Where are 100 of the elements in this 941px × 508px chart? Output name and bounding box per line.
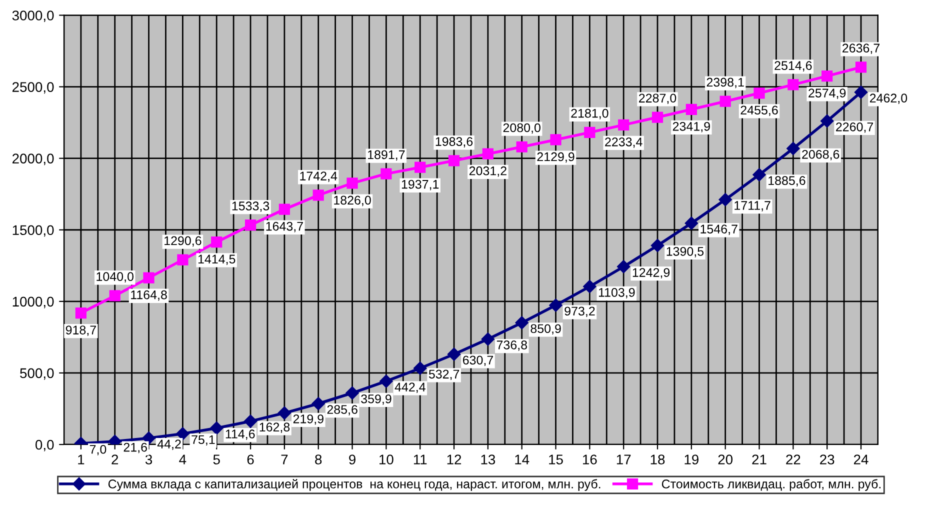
data-label: 850,9 [530,324,561,335]
data-label: 2455,6 [740,106,778,116]
point [855,62,867,73]
point [244,220,256,231]
point [176,427,190,440]
x-tick-label: 8 [315,454,322,464]
point [617,260,630,274]
point [549,298,562,312]
x-tick-label: 20 [718,454,733,464]
x-tick-label: 11 [414,454,427,464]
x-tick-label: 2 [112,454,118,464]
x-tick-label: 1 [78,454,84,464]
data-label: 1983,6 [436,137,473,148]
data-label: 1711,7 [734,201,770,212]
point [278,204,290,215]
x-tick-label: 3 [145,454,152,464]
data-label: 1040,0 [96,272,134,282]
data-label: 1643,7 [266,222,303,232]
data-label: 1103,9 [598,288,635,298]
x-tick-label: 4 [179,454,186,464]
point [822,70,833,82]
data-label: 2341,9 [672,122,710,132]
data-label: 2514,6 [774,61,812,72]
point [414,362,427,375]
point [380,168,392,180]
point [584,126,596,138]
data-label: 219,9 [293,414,324,425]
point [516,141,528,152]
point [650,238,664,252]
data-label: 359,9 [361,394,392,405]
data-label: 2398,1 [706,78,744,88]
y-tick-label: 0,0 [36,440,54,452]
point [481,332,495,346]
data-label: 1533,3 [232,202,270,212]
x-tick-label: 13 [481,454,496,464]
point [583,280,596,294]
point [210,422,224,435]
point [686,104,697,115]
x-tick-label: 9 [349,454,356,464]
point [177,254,188,266]
x-tick-label: 24 [854,454,868,464]
data-label: 1891,7 [368,150,405,161]
data-label: 2574,9 [808,88,846,99]
data-label: 630,7 [462,356,493,366]
point [211,236,222,248]
point [109,290,120,302]
x-tick-label: 5 [213,454,220,464]
x-tick-label: 7 [281,454,288,464]
data-label: 1546,7 [700,224,738,235]
point [75,307,86,319]
point [788,79,799,90]
x-tick-label: 23 [820,454,834,464]
data-label: 736,8 [496,340,527,351]
point [142,432,156,444]
point [346,386,359,400]
point [380,374,393,388]
point [720,96,731,107]
data-label: 918,7 [66,326,96,336]
data-label: 442,4 [394,382,426,393]
data-label: 162,8 [260,422,290,433]
data-label: 1826,0 [334,196,371,206]
point [448,155,460,166]
y-tick-label: 2000,0 [12,154,54,166]
point [278,406,292,420]
data-label: 973,2 [564,306,595,318]
data-label: 285,6 [327,405,358,416]
point [618,119,630,130]
data-label: 2068,6 [802,150,840,160]
data-label: 2080,0 [503,123,540,134]
data-label: 1414,5 [198,254,236,265]
data-label: 2287,0 [639,94,676,104]
data-label: 1242,9 [632,268,670,278]
data-label: 532,7 [428,370,460,380]
legend-label: Сумма вклада с капитализацией процентов на конец года, нараст. итогом, млн. руб. [108,479,600,491]
point [820,114,834,128]
point [143,272,154,284]
x-tick-label: 16 [583,454,597,464]
point [550,134,562,146]
data-label: 2181,0 [571,108,608,120]
point [312,190,324,201]
x-tick-label: 22 [786,454,800,464]
data-label: 2129,9 [537,152,574,163]
data-label: 2031,2 [469,166,506,177]
x-tick-label: 12 [447,454,462,464]
point [786,142,800,156]
y-tick-label: 2500,0 [12,82,54,94]
data-label: 2233,4 [605,137,642,148]
point [312,397,325,410]
x-tick-label: 17 [616,454,631,464]
point [482,148,494,160]
point [346,178,358,189]
y-tick-label: 1500,0 [12,225,54,237]
point [754,88,765,99]
y-tick-label: 3000,0 [12,10,54,22]
data-label: 1742,4 [300,172,338,182]
x-tick-label: 21 [752,454,766,464]
point [752,168,766,182]
point [684,216,698,230]
x-tick-label: 14 [515,454,530,464]
data-label: 1164,8 [131,290,167,301]
